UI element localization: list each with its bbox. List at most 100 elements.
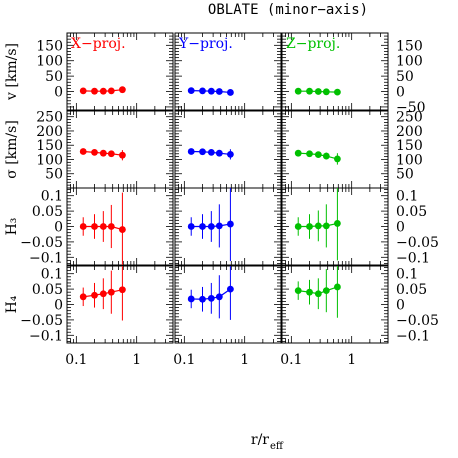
panel-r2-c0: [66, 187, 174, 266]
x-tick-label: 0.1: [65, 352, 87, 368]
data-point: [107, 223, 115, 230]
data-point: [119, 86, 126, 94]
y-tick-label-right: −50: [396, 100, 426, 116]
panel-r1-c2: [281, 110, 389, 189]
y-tick-label-left: 150: [36, 138, 63, 154]
panel-frame: [281, 265, 389, 344]
data-point: [227, 150, 234, 158]
y-tick-label-right: 50: [396, 69, 414, 85]
y-tick-label-right: 200: [396, 124, 423, 140]
y-tick-label-right: 150: [396, 138, 423, 154]
x-tick-label: 1: [132, 352, 141, 368]
data-point: [215, 149, 223, 157]
y-tick-label-right: 50: [396, 167, 414, 183]
data-point: [79, 87, 87, 95]
data-point: [215, 293, 223, 301]
data-point: [187, 295, 195, 303]
y-tick-label-left: 0: [54, 298, 63, 314]
x-axis-label-subscript: eff: [270, 441, 284, 452]
y-tick-label-left: 150: [36, 38, 63, 54]
y-tick-label-right: 0: [396, 298, 405, 314]
panel-r0-c0: X−proj.: [66, 32, 174, 111]
data-point: [334, 220, 341, 227]
y-tick-label-right: −0.1: [396, 250, 430, 266]
data-point: [306, 223, 313, 230]
panel-r0-c2: Z−proj.: [281, 32, 389, 111]
y-tick-label-left: −0.05: [20, 313, 63, 329]
panel-r0-c1: Y−proj.: [174, 32, 282, 111]
data-point: [119, 151, 126, 159]
data-point: [306, 288, 313, 296]
panel-frame: [66, 32, 174, 111]
projection-label: X−proj.: [71, 36, 126, 52]
y-tick-label-right: −0.05: [396, 313, 439, 329]
data-point: [294, 87, 302, 95]
data-point: [79, 148, 87, 155]
chart-title: OBLATE (minor−axis): [208, 2, 368, 18]
y-tick-label-right: −0.05: [396, 235, 439, 251]
y-tick-label-right: 100: [396, 152, 423, 168]
data-point: [187, 223, 195, 230]
y-tick-label-right: 150: [396, 38, 423, 54]
data-point: [91, 291, 98, 299]
y-tick-label-left: 0.1: [41, 267, 63, 283]
data-point: [91, 148, 98, 156]
panel-r3-c1: [174, 265, 282, 344]
y-tick-label-right: 100: [396, 54, 423, 70]
data-point: [294, 287, 302, 295]
data-point: [199, 148, 206, 156]
data-point: [227, 285, 234, 293]
data-point: [314, 88, 322, 95]
x-axis-label-main: r/r: [251, 432, 269, 448]
y-tick-label-left: 100: [36, 152, 63, 168]
panel-r2-c1: [174, 187, 282, 266]
y-tick-label-right: 0: [396, 85, 405, 101]
y-tick-label-left: 200: [36, 124, 63, 140]
data-point: [199, 87, 206, 95]
data-point: [207, 223, 215, 230]
panel-frame: [174, 32, 282, 111]
y-tick-label-left: 100: [36, 54, 63, 70]
y-tick-label-left: −0.05: [20, 235, 63, 251]
y-tick-label-left: −0.1: [29, 250, 63, 266]
x-axis-label: r/r: [251, 432, 269, 448]
data-point: [99, 149, 107, 157]
y-tick-label-left: 50: [45, 69, 63, 85]
data-point: [294, 223, 302, 230]
y-tick-label-left: 250: [36, 110, 63, 126]
data-point: [187, 148, 195, 155]
data-point: [322, 152, 330, 160]
data-point: [119, 226, 126, 233]
data-point: [322, 88, 330, 96]
data-point: [207, 87, 215, 95]
data-point: [334, 155, 341, 163]
data-point: [79, 223, 87, 230]
y-tick-label-left: 0: [54, 220, 63, 236]
data-point: [99, 223, 107, 230]
y-axis-label: σ [km/s]: [4, 120, 20, 179]
projection-label: Y−proj.: [178, 36, 233, 52]
panel-r3-c2: [281, 265, 389, 344]
data-point: [119, 286, 126, 294]
data-point: [107, 288, 115, 296]
y-tick-label-left: 50: [45, 167, 63, 183]
data-point: [322, 222, 330, 230]
data-point: [107, 87, 115, 95]
data-point: [314, 290, 322, 298]
data-point: [107, 150, 115, 158]
data-point: [207, 294, 215, 302]
data-point: [314, 151, 322, 159]
y-axis-label: v [km/s]: [4, 43, 20, 101]
panel-grid: X−proj. Y−proj. Z−proj.050100150−500501001…: [4, 32, 439, 368]
y-tick-label-right: 0.1: [396, 267, 418, 283]
projection-label: Z−proj.: [286, 36, 340, 52]
data-point: [79, 293, 87, 301]
x-tick-label: 0.1: [173, 352, 195, 368]
y-tick-label-left: 0.1: [41, 189, 63, 205]
data-point: [322, 287, 330, 295]
y-tick-label-right: 0: [396, 220, 405, 236]
data-point: [199, 295, 206, 303]
y-axis-label: H₃: [4, 218, 20, 236]
y-tick-label-left: 0.05: [32, 204, 63, 220]
